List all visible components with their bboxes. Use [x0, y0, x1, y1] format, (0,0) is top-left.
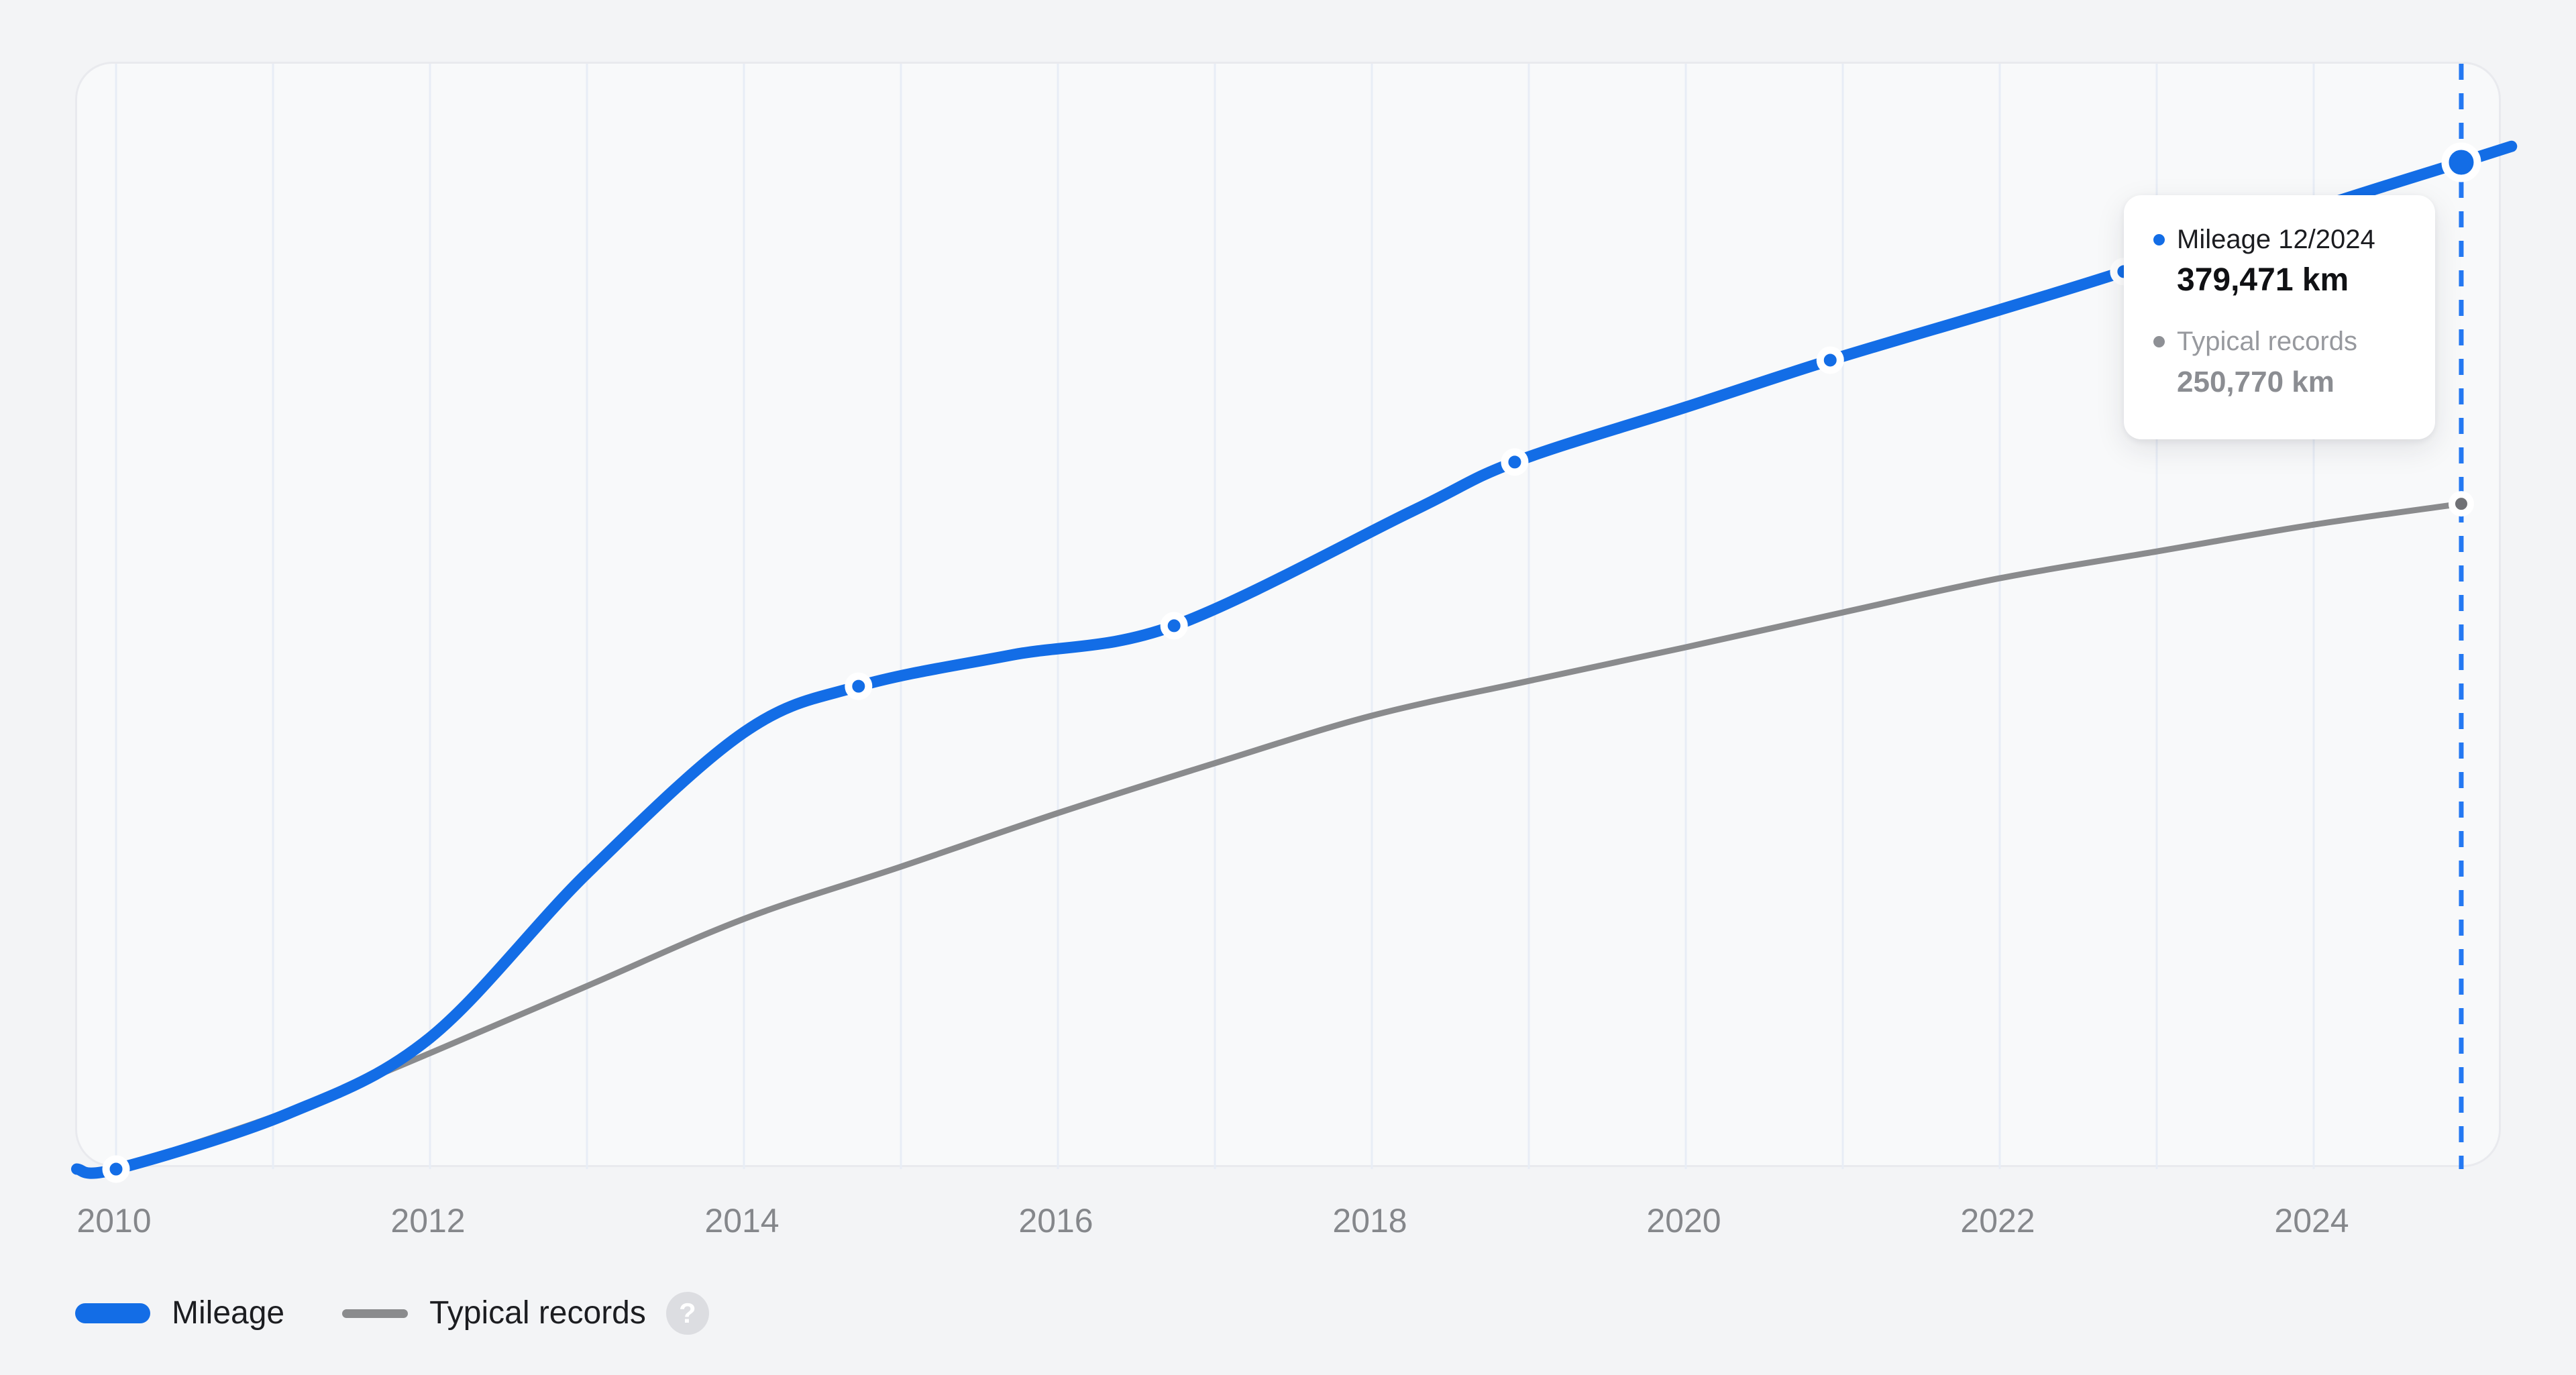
typical-bullet-icon — [2153, 335, 2165, 347]
tooltip-mileage-value: 379,471 km — [2177, 262, 2349, 298]
mileage-data-point[interactable] — [1816, 346, 1844, 374]
mileage-current-point[interactable] — [2441, 142, 2481, 182]
x-axis-label: 2020 — [1646, 1202, 1721, 1240]
x-axis-label: 2014 — [704, 1202, 780, 1240]
mileage-chart-card — [71, 62, 2518, 1183]
mileage-bullet-icon — [2153, 233, 2165, 245]
typical-records-line — [113, 500, 2465, 1172]
tooltip-mileage-group: Mileage 12/2024 379,471 km — [2153, 223, 2408, 298]
chart-tooltip: Mileage 12/2024 379,471 km Typical recor… — [2124, 195, 2435, 439]
x-axis-label: 2018 — [1332, 1202, 1407, 1240]
tooltip-mileage-label: Mileage 12/2024 — [2177, 225, 2375, 254]
mileage-data-point[interactable] — [845, 672, 873, 700]
help-icon[interactable]: ? — [665, 1292, 709, 1335]
x-axis: 2010 2012 2014 2016 2018 2020 2022 2024 — [0, 1202, 2576, 1242]
mileage-data-point[interactable] — [102, 1155, 130, 1183]
tooltip-typical-group: Typical records 250,770 km — [2153, 325, 2408, 400]
x-axis-label: 2022 — [1960, 1202, 2035, 1240]
mileage-data-point[interactable] — [1501, 448, 1529, 476]
mileage-chart-plot[interactable] — [71, 64, 2518, 1183]
tooltip-typical-value: 250,770 km — [2177, 366, 2334, 398]
typical-legend-swatch-icon — [342, 1309, 409, 1318]
x-axis-label: 2024 — [2274, 1202, 2349, 1240]
mileage-data-point[interactable] — [1160, 612, 1188, 640]
legend-typical-label: Typical records — [429, 1295, 646, 1331]
typical-end-point[interactable] — [2448, 491, 2474, 517]
legend-mileage-label: Mileage — [172, 1295, 285, 1331]
tooltip-typical-label: Typical records — [2177, 327, 2357, 356]
legend-item-mileage[interactable]: Mileage — [75, 1295, 284, 1332]
legend-item-typical[interactable]: Typical records ? — [342, 1292, 709, 1335]
x-axis-label: 2012 — [390, 1202, 466, 1240]
x-axis-label: 2010 — [76, 1202, 152, 1240]
chart-legend: Mileage Typical records ? — [75, 1285, 709, 1341]
x-axis-label: 2016 — [1018, 1202, 1093, 1240]
mileage-legend-swatch-icon — [75, 1303, 150, 1323]
